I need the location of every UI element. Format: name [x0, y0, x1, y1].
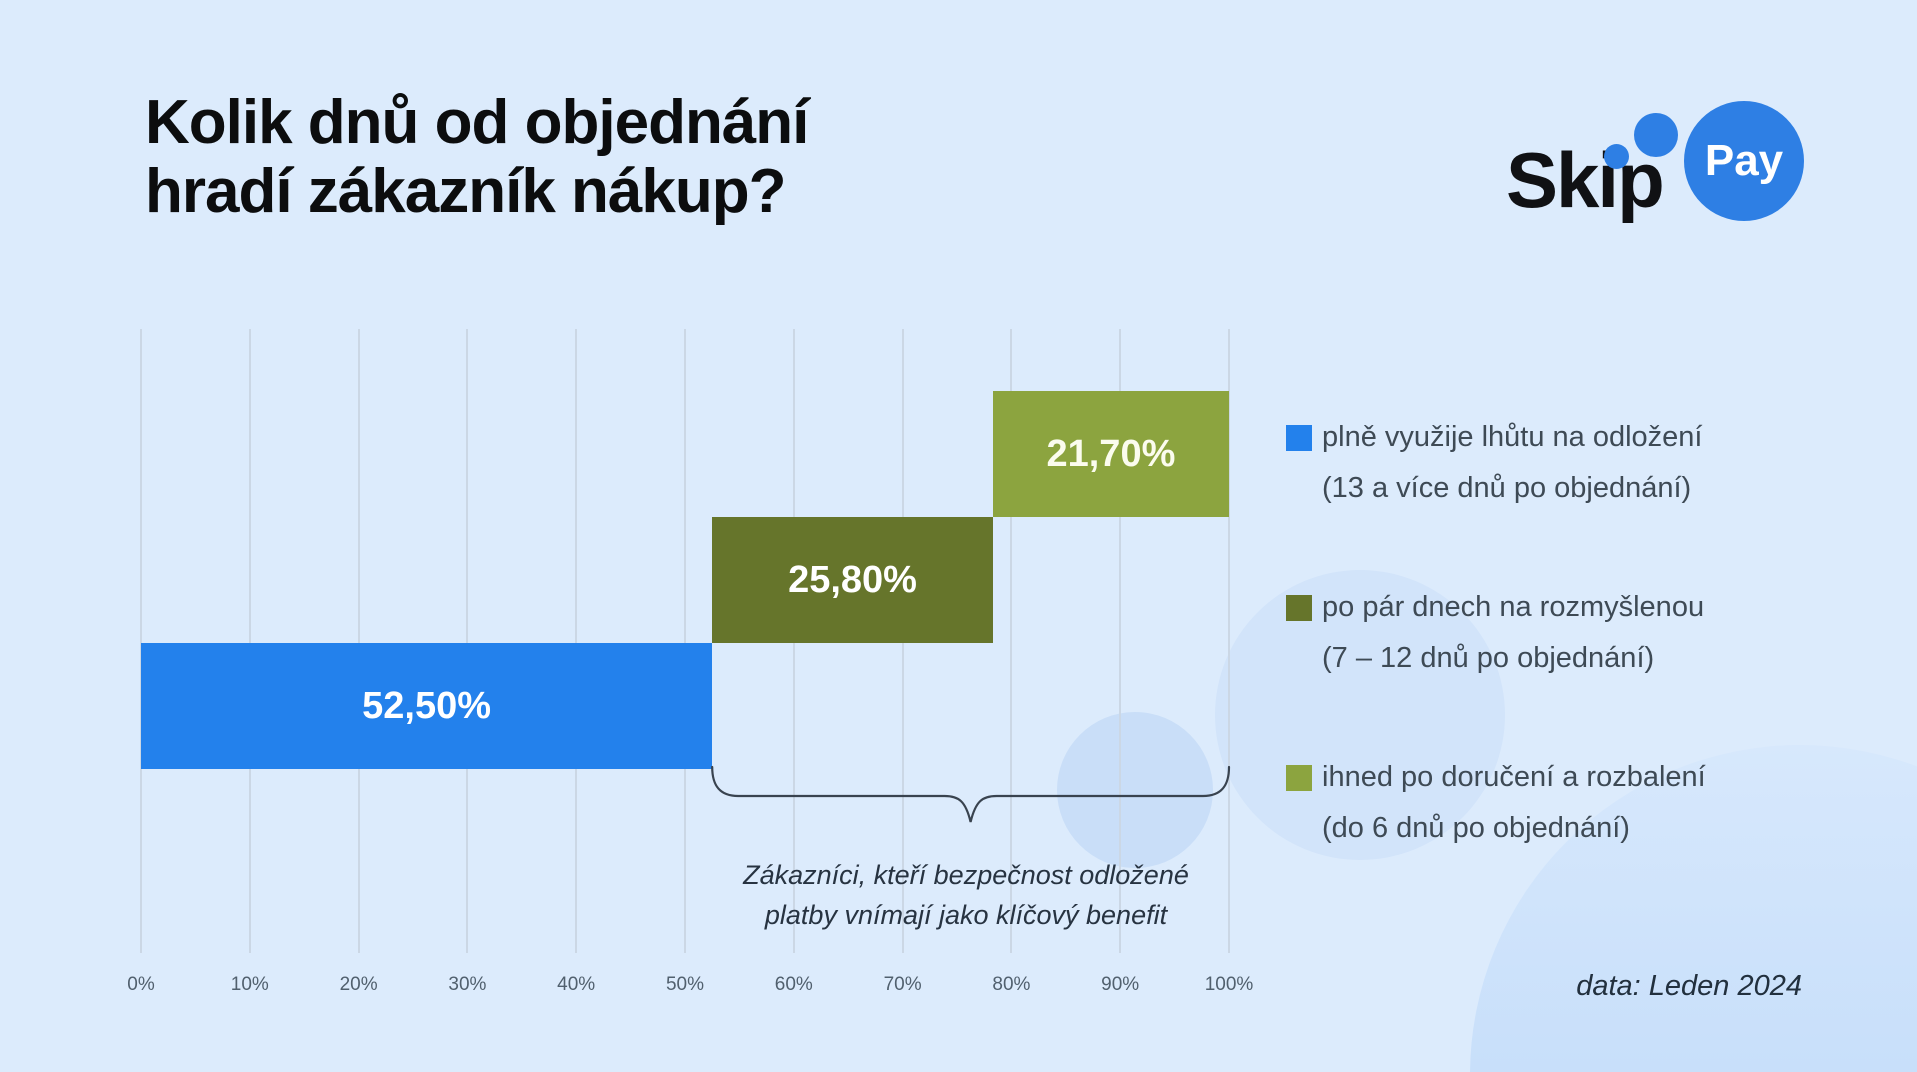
- legend-label-line1: po pár dnech na rozmyšlenou: [1322, 591, 1705, 623]
- gridline: [466, 329, 469, 953]
- legend-item: plně využije lhůtu na odložení (13 a víc…: [1286, 412, 1702, 514]
- axis-tick-label: 20%: [339, 974, 378, 995]
- legend-label-line1: ihned po doručení a rozbalení: [1322, 761, 1706, 793]
- logo-pay-circle: Pay: [1684, 101, 1804, 221]
- gridline: [684, 329, 686, 953]
- annotation-line2: platby vnímají jako klíčový benefit: [764, 900, 1168, 930]
- gridline: [248, 329, 251, 953]
- gridline: [357, 329, 360, 953]
- bar-segment: 52,50%: [141, 643, 713, 769]
- gridline: [1119, 329, 1122, 953]
- gridline: [575, 329, 578, 953]
- axis-tick-label: 40%: [557, 974, 596, 995]
- gridline: [140, 329, 142, 953]
- annotation-line1: Zákazníci, kteří bezpečnost odložené: [743, 860, 1189, 890]
- axis-tick-label: 10%: [230, 974, 269, 995]
- legend-label-line2: (do 6 dnů po objednání): [1322, 812, 1630, 844]
- logo-dot-icon: [1604, 144, 1629, 169]
- bar-segment: 25,80%: [712, 517, 993, 643]
- decorative-circle: [1215, 570, 1505, 860]
- legend-label: plně využije lhůtu na odložení (13 a víc…: [1322, 412, 1702, 514]
- axis-tick-label: 30%: [448, 974, 487, 995]
- axis-tick-label: 90%: [1101, 974, 1140, 995]
- logo-dot-icon: [1634, 113, 1678, 157]
- axis-tick-label: 50%: [665, 974, 705, 995]
- annotation-text: Zákazníci, kteří bezpečnost odložené pla…: [716, 855, 1216, 935]
- page-title: Kolik dnů od objednání hradí zákazník ná…: [145, 88, 809, 226]
- axis-tick-label: 70%: [883, 974, 922, 995]
- page-title-line1: Kolik dnů od objednání: [145, 88, 809, 157]
- bar-value-label: 52,50%: [362, 684, 492, 727]
- decorative-circle: [1057, 712, 1213, 868]
- legend-label-line2: (7 – 12 dnů po objednání): [1322, 642, 1655, 674]
- logo-pay-text: Pay: [1704, 136, 1784, 185]
- logo-skip-text: Skip: [1506, 136, 1665, 224]
- gridline: [1010, 329, 1013, 953]
- legend-label-line2: (13 a více dnů po objednání): [1322, 472, 1692, 504]
- legend-marker-icon: [1286, 595, 1312, 621]
- legend-item: ihned po doručení a rozbalení (do 6 dnů …: [1286, 752, 1706, 854]
- legend-marker-icon: [1286, 765, 1312, 791]
- gridline: [1228, 329, 1230, 953]
- skippay-logo: Skip Pay: [1500, 95, 1820, 245]
- legend-item: po pár dnech na rozmyšlenou (7 – 12 dnů …: [1286, 582, 1704, 684]
- page-title-line2: hradí zákazník nákup?: [145, 157, 787, 226]
- legend-label-line1: plně využije lhůtu na odložení: [1322, 421, 1703, 453]
- legend-label: po pár dnech na rozmyšlenou (7 – 12 dnů …: [1322, 582, 1704, 684]
- bar-value-label: 21,70%: [1046, 432, 1176, 475]
- legend-label: ihned po doručení a rozbalení (do 6 dnů …: [1322, 752, 1706, 854]
- axis-tick-label: 80%: [992, 974, 1031, 995]
- axis-tick-label: 0%: [127, 974, 155, 995]
- bar-segment: 21,70%: [992, 391, 1229, 517]
- axis-tick-label: 100%: [1204, 974, 1254, 995]
- axis-tick-label: 60%: [774, 974, 813, 995]
- data-source-label: data: Leden 2024: [1576, 970, 1802, 1002]
- legend-marker-icon: [1286, 425, 1312, 451]
- bar-value-label: 25,80%: [788, 558, 917, 601]
